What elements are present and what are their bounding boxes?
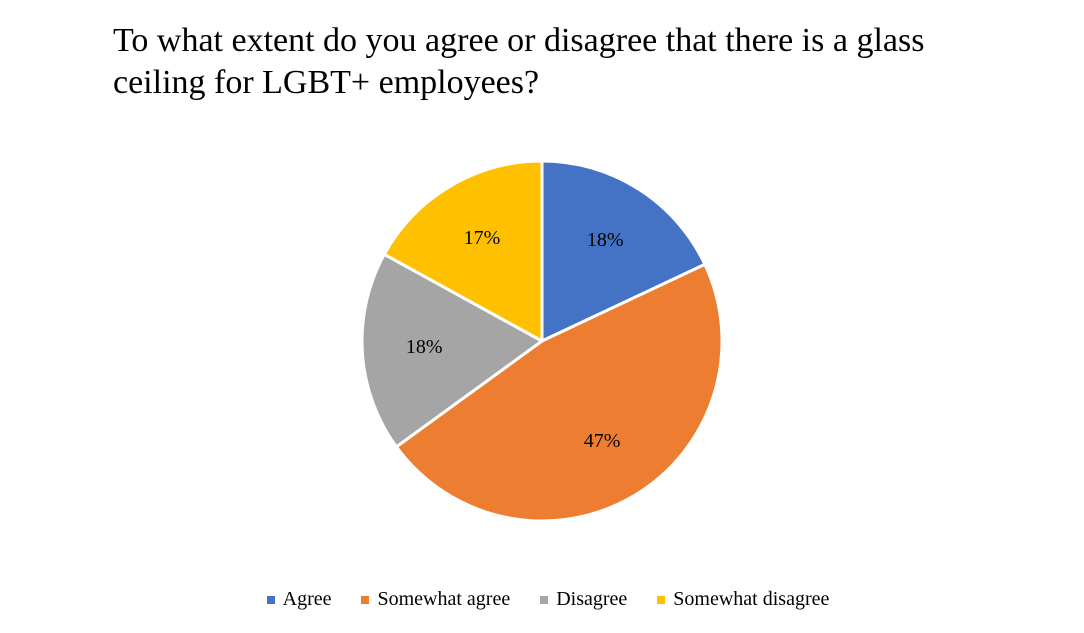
legend-swatch-somewhat-disagree xyxy=(657,595,666,604)
legend-swatch-somewhat-agree xyxy=(361,595,370,604)
legend-item-somewhat-agree: Somewhat agree xyxy=(361,588,510,611)
pie-slice-disagree xyxy=(360,252,544,449)
pie-slice-agree xyxy=(540,159,707,343)
legend-item-disagree: Disagree xyxy=(540,588,627,611)
pie-slices xyxy=(360,159,724,523)
data-label-agree: 18% xyxy=(587,229,624,251)
legend-swatch-agree xyxy=(266,595,275,604)
data-label-somewhat-agree: 47% xyxy=(584,430,621,452)
pie-slice-somewhat-disagree xyxy=(382,159,544,343)
legend-item-agree: Agree xyxy=(266,588,332,611)
legend-label-somewhat-disagree: Somewhat disagree xyxy=(673,588,830,610)
legend-label-agree: Agree xyxy=(282,588,332,610)
legend-item-somewhat-disagree: Somewhat disagree xyxy=(657,588,829,611)
pie-data-labels: 18% 47% 18% 17% xyxy=(406,227,624,452)
data-label-somewhat-disagree: 17% xyxy=(464,227,501,249)
pie-slice-somewhat-agree xyxy=(394,262,724,523)
data-label-disagree: 18% xyxy=(406,336,443,358)
legend-swatch-disagree xyxy=(540,595,549,604)
legend-label-disagree: Disagree xyxy=(556,588,628,610)
chart-title: To what extent do you agree or disagree … xyxy=(113,22,925,101)
chart-legend: Agree Somewhat agree Disagree Somewhat d… xyxy=(6,588,1084,611)
legend-label-somewhat-agree: Somewhat agree xyxy=(377,588,511,610)
